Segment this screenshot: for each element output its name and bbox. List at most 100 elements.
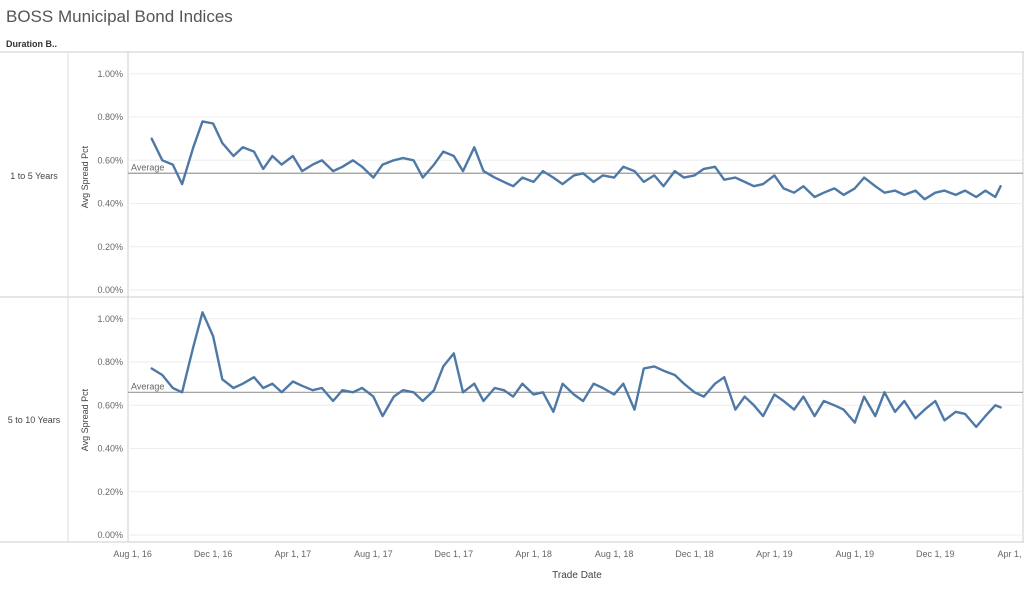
data-point-0-73: [883, 191, 886, 194]
data-point-1-34: [493, 387, 496, 389]
y-tick-label-0-1: 0.20%: [97, 242, 123, 252]
data-point-1-6: [212, 335, 214, 337]
data-point-0-61: [762, 183, 764, 185]
x-tick-label-8: Apr 1, 19: [756, 549, 793, 559]
data-point-0-12: [271, 155, 274, 157]
data-point-1-14: [292, 380, 294, 383]
data-point-1-70: [854, 421, 856, 424]
y-tick-label-0-4: 0.80%: [97, 112, 123, 122]
data-point-1-26: [412, 391, 415, 394]
data-point-1-67: [823, 400, 825, 402]
data-point-1-48: [633, 408, 636, 411]
data-point-0-10: [253, 150, 255, 153]
x-tick-label-6: Aug 1, 18: [595, 549, 634, 559]
data-point-1-68: [833, 404, 836, 407]
panel-label-5-to-10: 5 to 10 Years: [7, 415, 61, 425]
data-point-0-43: [582, 172, 584, 175]
data-point-0-28: [433, 163, 435, 166]
data-point-1-59: [743, 395, 746, 398]
data-point-1-47: [622, 382, 625, 385]
data-point-0-25: [402, 157, 404, 159]
y-tick-label-1-4: 0.80%: [97, 357, 123, 367]
data-point-1-44: [592, 382, 595, 385]
data-point-0-49: [643, 181, 645, 183]
data-point-1-10: [253, 376, 255, 379]
data-point-1-64: [793, 408, 795, 411]
data-point-1-8: [232, 387, 235, 389]
data-point-1-18: [332, 400, 334, 402]
data-point-0-39: [542, 170, 544, 172]
x-tick-label-7: Dec 1, 18: [675, 549, 714, 559]
y-tick-label-1-0: 0.00%: [97, 530, 123, 540]
data-point-1-37: [521, 382, 524, 385]
data-point-1-36: [512, 395, 514, 398]
data-point-0-45: [602, 174, 604, 177]
panel-label-1-to-5: 1 to 5 Years: [10, 171, 58, 181]
data-point-1-73: [883, 391, 886, 394]
data-point-0-40: [552, 176, 555, 179]
data-point-1-84: [994, 404, 997, 407]
data-point-0-33: [482, 170, 485, 172]
data-point-1-52: [674, 374, 676, 376]
data-point-1-42: [573, 393, 575, 396]
data-point-0-63: [782, 187, 785, 190]
y-tick-label-1-1: 0.20%: [97, 487, 123, 497]
data-point-0-31: [462, 170, 464, 172]
data-point-0-5: [201, 120, 204, 123]
data-point-0-47: [622, 166, 625, 168]
data-point-1-65: [802, 395, 805, 398]
data-point-1-21: [361, 387, 363, 389]
data-point-1-23: [381, 415, 384, 417]
data-point-0-58: [734, 176, 737, 179]
data-point-0-26: [412, 159, 415, 162]
data-point-0-54: [693, 174, 696, 177]
data-point-1-85: [999, 406, 1002, 409]
data-point-1-20: [352, 391, 354, 394]
data-point-0-46: [613, 176, 615, 179]
data-point-0-62: [773, 174, 776, 177]
x-tick-label-9: Aug 1, 19: [836, 549, 875, 559]
data-point-0-22: [372, 176, 375, 179]
data-point-1-2: [172, 387, 174, 389]
data-point-1-40: [552, 411, 555, 413]
data-point-0-85: [999, 185, 1002, 187]
data-point-1-5: [201, 311, 204, 314]
data-point-1-38: [532, 393, 535, 396]
data-point-0-65: [802, 185, 805, 187]
average-label-0: Average: [131, 162, 164, 172]
data-point-1-17: [321, 387, 323, 389]
data-point-0-20: [352, 159, 354, 162]
data-point-1-58: [734, 408, 737, 411]
dimension-header: Duration B..: [6, 39, 57, 49]
data-point-0-9: [242, 146, 244, 149]
data-point-0-83: [984, 189, 987, 192]
data-point-1-56: [714, 382, 716, 385]
data-point-0-60: [753, 185, 755, 187]
data-point-0-1: [161, 159, 164, 162]
data-point-0-55: [703, 168, 705, 170]
data-point-0-13: [280, 163, 283, 166]
data-point-0-57: [723, 178, 725, 181]
data-point-0-84: [994, 196, 997, 198]
data-point-0-78: [934, 191, 937, 194]
x-tick-label-2: Apr 1, 17: [275, 549, 312, 559]
data-point-0-36: [512, 185, 514, 187]
data-point-0-53: [683, 176, 685, 179]
data-point-0-50: [653, 174, 656, 177]
data-point-1-30: [453, 352, 455, 355]
data-point-0-56: [714, 166, 716, 168]
y-tick-label-1-3: 0.60%: [97, 400, 123, 410]
data-point-0-64: [793, 191, 795, 194]
data-point-1-78: [934, 400, 937, 402]
data-point-1-50: [653, 365, 656, 368]
data-point-1-83: [984, 415, 987, 417]
x-tick-label-3: Aug 1, 17: [354, 549, 393, 559]
data-point-0-24: [393, 159, 395, 162]
data-point-0-70: [854, 187, 856, 190]
data-point-0-38: [532, 181, 535, 183]
data-point-1-25: [402, 389, 404, 392]
data-point-1-80: [954, 411, 957, 413]
data-point-1-0: [150, 367, 153, 370]
data-point-1-24: [393, 395, 395, 398]
